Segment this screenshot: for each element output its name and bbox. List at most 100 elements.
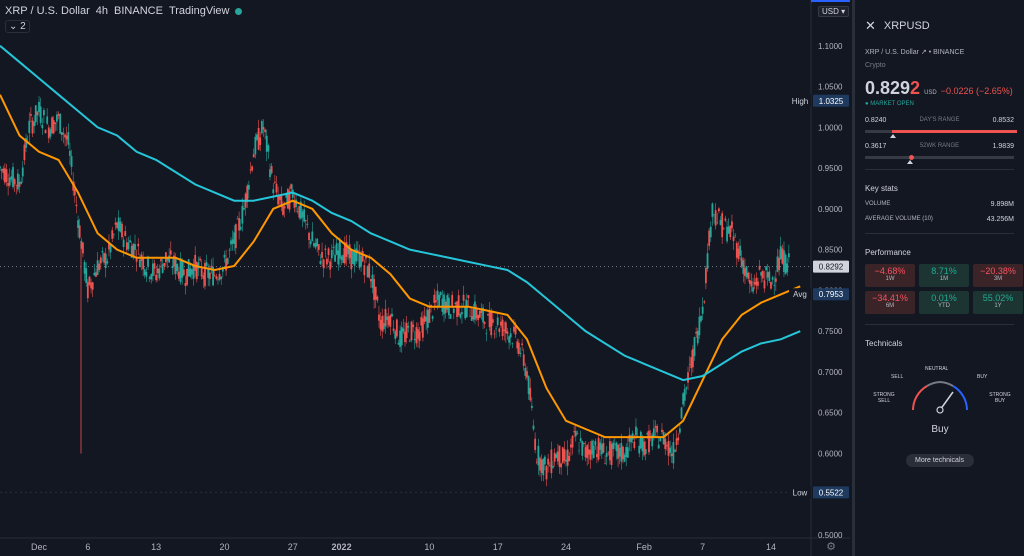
candle-body xyxy=(545,466,548,480)
candle-body xyxy=(464,307,467,319)
perf-cell-6m[interactable]: −34.41% 6M xyxy=(865,291,915,314)
candle-body xyxy=(352,251,354,264)
candle-body xyxy=(119,221,122,232)
candle-body xyxy=(308,232,310,241)
candle-body xyxy=(540,459,543,473)
perf-cell-1y[interactable]: 55.02% 1Y xyxy=(973,291,1023,314)
candle-body xyxy=(539,457,541,471)
candle-body xyxy=(417,329,419,339)
candle-body xyxy=(605,452,608,457)
currency-button[interactable]: USD ▾ xyxy=(818,6,850,17)
candle-body xyxy=(425,316,428,322)
candle-body xyxy=(225,258,227,271)
candle-body xyxy=(487,314,489,316)
candle-body xyxy=(570,444,572,448)
candle-body xyxy=(662,432,665,445)
candle-body xyxy=(451,294,454,307)
indicators-toggle[interactable]: ⌄ 2 xyxy=(5,20,30,33)
candle-body xyxy=(382,323,385,330)
candle-body xyxy=(522,354,525,366)
candle-body xyxy=(696,331,699,344)
candle-body xyxy=(246,185,249,202)
candle-body xyxy=(599,442,602,450)
candle-body xyxy=(264,129,267,133)
candle-body xyxy=(275,183,278,193)
candle-body xyxy=(620,443,623,462)
candle-body xyxy=(44,129,47,134)
candle-body xyxy=(613,444,616,445)
candle-body xyxy=(326,258,328,265)
candle-body xyxy=(202,275,205,279)
candle-body xyxy=(238,218,240,231)
candle-body xyxy=(300,201,302,219)
candle-body xyxy=(501,319,504,337)
candle-body xyxy=(376,296,379,301)
candle-body xyxy=(552,465,554,468)
candle-body xyxy=(309,241,312,245)
candle-body xyxy=(358,251,361,268)
candle-body xyxy=(356,250,359,252)
candle-body xyxy=(386,316,389,320)
candle-body xyxy=(560,463,563,468)
candle-body xyxy=(690,357,693,369)
legend-source: TradingView xyxy=(168,5,230,17)
candle-body xyxy=(412,324,415,328)
candle-body xyxy=(454,302,457,305)
more-technicals-button[interactable]: More technicals xyxy=(905,454,974,467)
candle-body xyxy=(399,330,402,347)
candle-body xyxy=(217,279,219,281)
candle-body xyxy=(705,267,707,284)
close-icon[interactable]: ✕ xyxy=(865,18,876,33)
price-chart[interactable]: 1.10001.05001.00000.95000.90000.85000.80… xyxy=(0,0,850,556)
technicals-gauge[interactable]: STRONG SELL SELL NEUTRAL BUY STRONG BUY Bu… xyxy=(865,354,1015,435)
candle-body xyxy=(535,461,538,463)
candle-body xyxy=(361,250,364,262)
candle-body xyxy=(108,242,110,250)
candle-body xyxy=(109,244,112,253)
candle-body xyxy=(519,352,522,355)
chart-canvas[interactable]: 1.10001.05001.00000.95000.90000.85000.80… xyxy=(0,0,850,556)
perf-cell-1m[interactable]: 8.71% 1M xyxy=(919,264,969,287)
candle-body xyxy=(727,226,730,234)
candle-body xyxy=(579,438,582,442)
candle-body xyxy=(664,438,667,450)
candle-body xyxy=(86,282,89,299)
legend-symbol[interactable]: XRP / U.S. Dollar xyxy=(5,5,90,17)
candle-body xyxy=(85,268,88,283)
perf-cell-3m[interactable]: −20.38% 3M xyxy=(973,264,1023,287)
candle-body xyxy=(212,267,214,286)
external-link-icon[interactable]: ↗ xyxy=(920,49,927,56)
candle-body xyxy=(93,272,96,276)
candle-body xyxy=(311,231,314,242)
candle-body xyxy=(298,205,301,218)
key-stats-title: Key stats xyxy=(865,184,898,193)
gauge-neutral-label: NEUTRAL xyxy=(925,366,949,372)
x-tick-label: 2022 xyxy=(332,542,352,552)
candle-body xyxy=(329,261,332,270)
low-price-tag-label: Low xyxy=(793,488,808,497)
candle-body xyxy=(64,134,66,138)
candle-body xyxy=(273,181,276,183)
candle-body xyxy=(706,253,709,269)
candle-body xyxy=(683,388,686,401)
x-tick-label: 14 xyxy=(766,542,776,552)
candle-body xyxy=(18,181,21,187)
legend-interval[interactable]: 4h xyxy=(95,5,109,17)
candle-body xyxy=(426,310,429,328)
candle-body xyxy=(75,204,78,207)
candle-body xyxy=(296,210,299,212)
candle-body xyxy=(534,438,537,450)
candle-body xyxy=(389,315,392,327)
perf-cell-1w[interactable]: −4.68% 1W xyxy=(865,264,915,287)
candle-body xyxy=(73,188,76,196)
candle-body xyxy=(669,447,672,453)
candle-body xyxy=(511,343,514,345)
candle-body xyxy=(656,425,659,433)
candle-body xyxy=(423,315,426,322)
candle-body xyxy=(421,318,424,338)
perf-cell-ytd[interactable]: 0.01% YTD xyxy=(919,291,969,314)
candle-body xyxy=(67,132,70,145)
x-tick-label: 24 xyxy=(561,542,571,552)
candle-body xyxy=(649,433,652,435)
candle-body xyxy=(23,144,26,161)
